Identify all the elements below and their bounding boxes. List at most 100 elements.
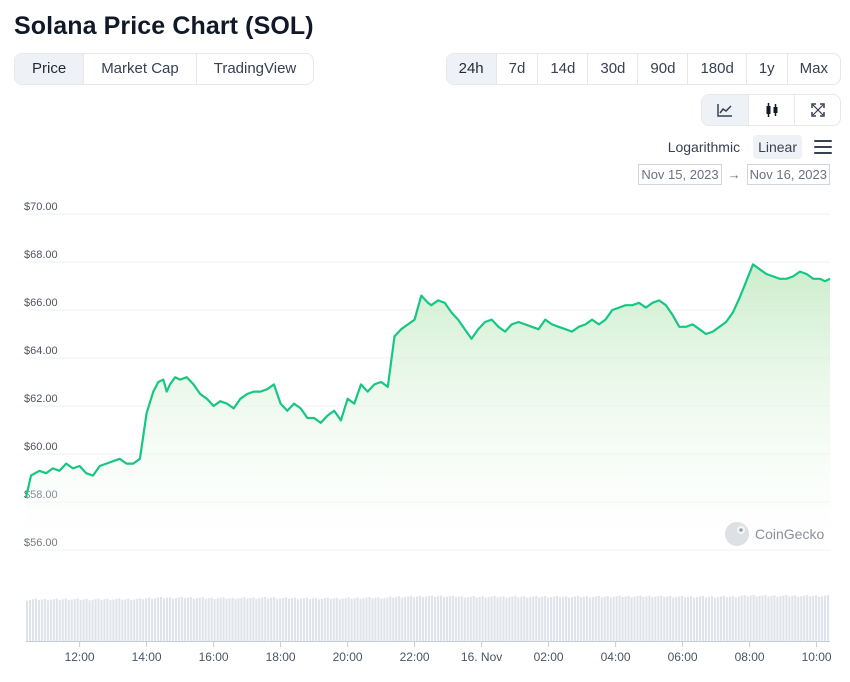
range-7d-button[interactable]: 7d [495,54,538,84]
range-14d-button[interactable]: 14d [537,54,587,84]
volume-bar [535,595,538,641]
volume-bar [779,596,782,641]
volume-bar [28,599,32,641]
volume-bar [621,597,624,641]
volume-bar [103,599,106,641]
volume-bar [797,596,800,641]
tab-price[interactable]: Price [15,54,84,84]
volume-bar [803,595,806,641]
volume-bar [335,597,338,641]
volume-bar [288,598,291,641]
volume-bar [755,596,758,641]
volume-bar [764,594,767,641]
volume-bar [109,600,112,641]
volume-bar [61,599,64,641]
hamburger-menu-icon[interactable] [814,140,832,154]
date-to-input[interactable]: Nov 16, 2023 [746,164,830,185]
volume-bar [344,597,347,641]
range-30d-button[interactable]: 30d [587,54,637,84]
volume-bar [466,597,469,641]
volume-bar [177,597,180,641]
x-tick-label: 04:00 [601,650,631,664]
volume-bar [746,596,749,641]
volume-bar [547,597,550,641]
volume-bar [43,598,46,641]
volume-bar [609,597,612,641]
range-24h-button[interactable]: 24h [446,54,496,84]
volume-bar [416,596,419,641]
volume-bar [690,596,693,641]
volume-bar [317,599,320,641]
volume-bar [496,597,499,641]
volume-bar [827,595,830,641]
volume-bar [240,597,243,641]
volume-bar [148,597,151,641]
volume-bar [660,595,663,641]
volume-bar [189,597,192,641]
range-90d-button[interactable]: 90d [637,54,687,84]
x-tick-label: 20:00 [333,650,363,664]
volume-bar [731,595,734,641]
x-tick-label: 14:00 [132,650,162,664]
volume-bar [600,597,603,641]
volume-bar [162,598,166,641]
volume-bar [514,595,517,641]
volume-bar [302,598,306,641]
volume-bar [749,595,752,641]
volume-bar [713,597,716,641]
volume-bar [508,597,511,641]
volume-bar [374,597,377,641]
tab-market-cap[interactable]: Market Cap [83,54,196,84]
volume-bar [594,596,597,641]
volume-bar [294,597,297,641]
volume-bar [544,596,547,641]
volume-bar [570,597,574,641]
volume-bar [73,599,76,641]
volume-bar [401,597,404,641]
volume-bar [347,597,350,641]
volume-bar [463,597,466,641]
volume-bar [210,597,213,641]
tab-tradingview[interactable]: TradingView [195,54,314,84]
volume-bar [648,595,651,641]
volume-bar [517,597,520,641]
volume-bar [743,595,746,641]
candlestick-button[interactable] [748,95,794,125]
volume-bar [761,595,764,641]
volume-bar [151,598,154,641]
range-max-button[interactable]: Max [786,54,840,84]
range-1y-button[interactable]: 1y [745,54,787,84]
volume-bar [704,597,708,641]
volume-bar [559,597,562,641]
logarithmic-option[interactable]: Logarithmic [667,139,741,155]
volume-bar [633,596,636,641]
volume-bar [341,598,344,641]
volume-bar [52,599,55,641]
volume-bar [585,596,588,641]
volume-bar [588,597,591,641]
volume-bar [478,596,481,641]
volume-bar [618,595,621,641]
volume-bar [49,599,52,641]
volume-bar [502,596,505,641]
y-tick-label: $68.00 [24,249,58,261]
volume-bar [422,597,425,641]
volume-bar [809,596,812,641]
date-from-input[interactable]: Nov 15, 2023 [638,164,722,185]
volume-bar [734,597,737,641]
volume-bar [460,596,463,641]
range-180d-button[interactable]: 180d [687,54,745,84]
volume-bar [800,596,803,641]
linear-option[interactable]: Linear [753,135,802,159]
chart-tabs: Price Market Cap TradingView [14,53,315,85]
volume-bar [201,597,204,641]
fullscreen-button[interactable] [794,95,840,125]
arrow-icon: → [727,167,741,182]
price-chart[interactable]: $70.00$68.00$66.00$64.00$62.00$60.00$58.… [0,200,850,682]
volume-bar [40,599,43,641]
line-chart-button[interactable] [702,95,748,125]
volume-bar [249,598,252,641]
volume-bar [541,596,544,641]
volume-bar [582,596,585,641]
volume-bar [145,598,148,641]
